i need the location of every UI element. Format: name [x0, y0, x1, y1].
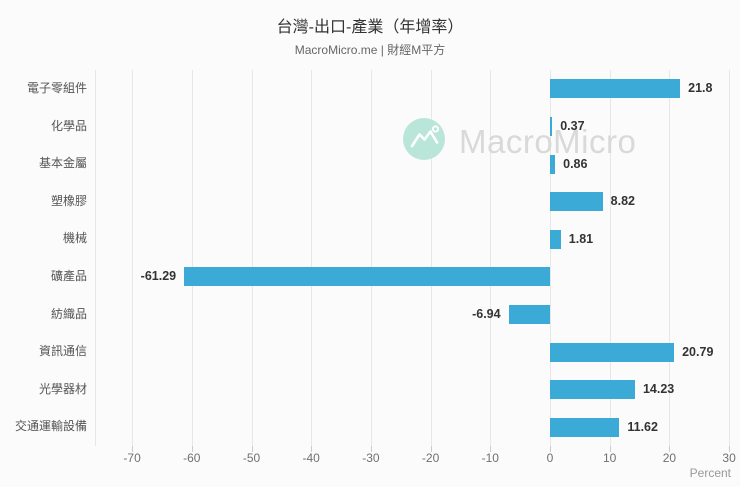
axis-tick	[490, 446, 492, 452]
bar	[508, 304, 550, 324]
gridline	[132, 70, 134, 446]
category-label: 紡織品	[50, 306, 87, 321]
axis-tick	[370, 446, 372, 452]
gridline	[311, 70, 313, 446]
bar-value-label: 8.82	[610, 194, 635, 209]
category-label: 塑橡膠	[50, 193, 87, 208]
axis-tick	[729, 446, 731, 452]
chart-subtitle: MacroMicro.me | 財經M平方	[294, 43, 446, 57]
bar	[550, 380, 635, 400]
x-tick-label: -30	[362, 451, 380, 465]
bar-value-label: -61.29	[140, 269, 177, 284]
category-label: 化學品	[50, 118, 87, 133]
x-tick-label: -70	[123, 451, 141, 465]
plot-area: 21.8 0.37 0.86 8.82 1.81 -61.29 -6.94 20.79 14.2…	[95, 70, 731, 452]
axis-tick	[132, 446, 134, 452]
watermark-text: MacroMicro	[459, 122, 637, 160]
x-axis-labels: -70 -60 -50 -40 -30 -20 -10 0 10 20 30	[95, 451, 735, 465]
x-tick-label: 10	[603, 451, 617, 465]
category-label: 交通運輸設備	[14, 419, 87, 434]
bar-value-label: 1.81	[568, 231, 594, 246]
x-tick-label: -60	[183, 451, 201, 465]
axis-tick	[669, 446, 671, 452]
bar-value-label: 21.8	[688, 81, 713, 96]
gridline	[430, 70, 432, 446]
gridline	[609, 70, 611, 446]
category-label: 資訊通信	[38, 344, 87, 359]
bar	[550, 229, 561, 249]
gridline	[669, 70, 671, 446]
category-label: 光學器材	[38, 381, 87, 396]
category-axis: 電子零組件化學品基本金屬塑橡膠機械礦產品紡織品資訊通信光學器材交通運輸設備	[0, 70, 87, 446]
gridline	[490, 70, 492, 446]
bar	[550, 116, 553, 136]
axis-tick	[191, 446, 193, 452]
watermark: MacroMicro	[402, 117, 636, 166]
axis-tick	[311, 446, 313, 452]
macromicro-mountain-logo-icon	[402, 117, 446, 166]
bar-value-label: 0.37	[560, 118, 585, 133]
bar-value-label: 11.62	[627, 419, 658, 434]
x-tick-label: -50	[242, 451, 261, 465]
category-label: 基本金屬	[38, 156, 87, 171]
x-axis-title: Percent	[689, 466, 731, 480]
bar-value-label: -6.94	[472, 306, 501, 321]
bar-value-label: 14.23	[642, 382, 675, 397]
bar-value-label: 20.79	[682, 344, 714, 359]
category-label: 電子零組件	[26, 81, 87, 95]
bar-value-label: 0.86	[563, 156, 588, 171]
category-label: 機械	[62, 231, 87, 246]
x-tick-label: 20	[662, 451, 677, 465]
x-tick-label: 30	[722, 451, 736, 465]
axis-tick	[430, 446, 432, 452]
category-axis-line	[95, 70, 96, 446]
bar	[550, 192, 603, 212]
x-tick-label: -40	[302, 451, 320, 465]
x-tick-label: -10	[481, 451, 499, 465]
x-tick-label: 0	[546, 451, 554, 465]
gridline	[729, 70, 731, 446]
gridline	[550, 70, 551, 446]
chart-title: 台灣-出口-產業（年增率）	[276, 19, 464, 36]
bar	[550, 79, 681, 99]
category-label: 礦產品	[50, 269, 87, 283]
axis-tick	[550, 446, 551, 452]
gridline	[191, 70, 193, 446]
axis-tick	[251, 446, 253, 452]
axis-tick	[609, 446, 611, 452]
gridline	[251, 70, 253, 446]
bar	[550, 417, 620, 437]
gridline	[370, 70, 372, 446]
x-tick-label: -20	[421, 451, 440, 465]
bar	[550, 342, 675, 362]
bar	[550, 154, 556, 174]
bar	[184, 267, 550, 287]
